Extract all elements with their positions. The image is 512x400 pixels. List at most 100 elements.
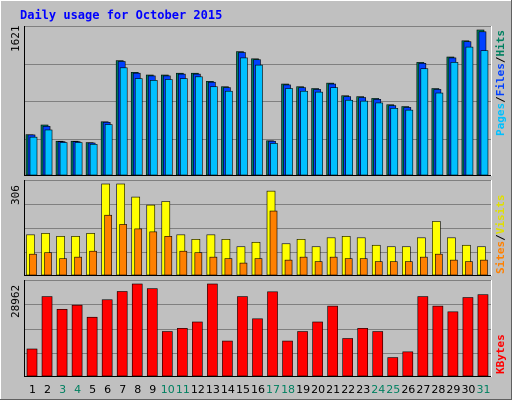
bar-kbytes xyxy=(447,311,459,377)
legend-sites-visits: Sites/Visits xyxy=(494,195,507,275)
x-tick-label: 4 xyxy=(74,383,81,396)
bar-pages xyxy=(225,90,233,176)
bar-sites xyxy=(359,258,368,276)
legend-visits: Visits xyxy=(494,195,507,235)
bar-pages xyxy=(195,76,203,176)
legend-kbytes: KBytes xyxy=(494,334,507,374)
bar-pages xyxy=(180,78,188,176)
x-tick-label: 27 xyxy=(416,383,430,396)
bar-sites xyxy=(329,256,338,276)
bar-kbytes xyxy=(357,328,369,377)
bar-kbytes xyxy=(41,296,53,377)
bar-sites xyxy=(435,253,443,276)
bar-kbytes xyxy=(101,299,113,377)
legend-hits-files-pages: Pages/Files/Hits xyxy=(494,30,507,136)
x-tick-label: 9 xyxy=(149,383,156,396)
panel-hits-files-pages xyxy=(24,26,492,176)
x-tick-label: 25 xyxy=(386,383,400,396)
bar-pages xyxy=(74,142,83,176)
panel-kbytes xyxy=(24,280,492,377)
bar-pages xyxy=(375,102,384,176)
bar-sites xyxy=(164,236,173,276)
bar-sites xyxy=(59,258,67,276)
bar-sites xyxy=(480,259,488,276)
bar-kbytes xyxy=(131,283,143,377)
bar-kbytes xyxy=(387,357,399,377)
bar-pages xyxy=(330,87,338,176)
bar-pages xyxy=(44,129,53,176)
bar-sites xyxy=(179,250,188,276)
bar-sites xyxy=(465,261,473,276)
bar-kbytes xyxy=(26,348,38,377)
x-tick-label: 30 xyxy=(461,383,475,396)
bar-sites xyxy=(44,252,52,276)
bar-sites xyxy=(134,228,143,276)
x-tick-label: 10 xyxy=(161,383,175,396)
x-tick-label: 31 xyxy=(476,383,490,396)
bar-sites xyxy=(254,258,263,276)
x-tick-label: 8 xyxy=(134,383,141,396)
bar-kbytes xyxy=(177,328,188,377)
bar-sites xyxy=(269,210,278,276)
bar-kbytes xyxy=(116,291,128,377)
bar-sites xyxy=(119,224,127,276)
bar-kbytes xyxy=(462,297,474,377)
x-tick-label: 3 xyxy=(59,383,66,396)
bar-kbytes xyxy=(297,331,308,377)
legend-sites: Sites xyxy=(494,241,507,274)
bar-pages xyxy=(210,86,218,176)
x-tick-label: 11 xyxy=(176,383,190,396)
hits-ymax-label: 1621 xyxy=(9,26,22,53)
x-tick-label: 7 xyxy=(119,383,126,396)
bar-pages xyxy=(435,92,444,176)
bar-pages xyxy=(270,143,278,176)
bar-pages xyxy=(450,62,459,176)
bar-sites xyxy=(224,258,233,276)
bar-pages xyxy=(300,90,308,176)
bar-pages xyxy=(255,64,263,176)
legend-sep-1: / xyxy=(494,96,507,103)
bar-kbytes xyxy=(222,340,233,377)
x-tick-label: 16 xyxy=(251,383,265,396)
x-tick-label: 23 xyxy=(356,383,370,396)
bar-pages xyxy=(59,142,68,176)
bar-sites xyxy=(194,252,203,276)
x-tick-label: 1 xyxy=(29,383,36,396)
bar-sites xyxy=(239,262,248,276)
x-tick-label: 20 xyxy=(311,383,325,396)
x-tick-label: 18 xyxy=(281,383,295,396)
bar-kbytes xyxy=(312,321,323,377)
bar-pages xyxy=(465,46,474,176)
x-tick-label: 17 xyxy=(266,383,280,396)
bar-kbytes xyxy=(207,283,218,377)
bar-sites xyxy=(89,250,97,276)
bar-sites xyxy=(389,261,398,276)
bar-pages xyxy=(240,57,248,176)
bar-sites xyxy=(74,256,82,276)
bar-kbytes xyxy=(237,296,248,377)
bar-sites xyxy=(284,259,293,276)
bar-pages xyxy=(345,99,353,176)
legend-pages: Pages xyxy=(494,103,507,136)
bar-pages xyxy=(360,100,369,176)
bar-sites xyxy=(29,253,37,276)
bar-pages xyxy=(104,124,113,176)
chart-title: Daily usage for October 2015 xyxy=(20,8,222,22)
bar-sites xyxy=(149,231,158,276)
bar-sites xyxy=(405,261,413,276)
kbytes-ymax-label: 28962 xyxy=(9,285,22,318)
visits-ymax-label: 306 xyxy=(9,185,22,205)
bar-kbytes xyxy=(267,291,278,377)
x-tick-label: 6 xyxy=(104,383,111,396)
bar-kbytes xyxy=(146,288,158,377)
bar-pages xyxy=(89,144,98,176)
bar-kbytes xyxy=(477,294,489,377)
x-tick-label: 21 xyxy=(326,383,340,396)
bar-sites xyxy=(420,256,428,276)
bar-pages xyxy=(405,109,414,176)
legend-sep-3: / xyxy=(494,234,507,241)
bar-kbytes xyxy=(372,331,384,377)
x-tick-label: 12 xyxy=(191,383,205,396)
legend-sep-2: / xyxy=(494,56,507,63)
